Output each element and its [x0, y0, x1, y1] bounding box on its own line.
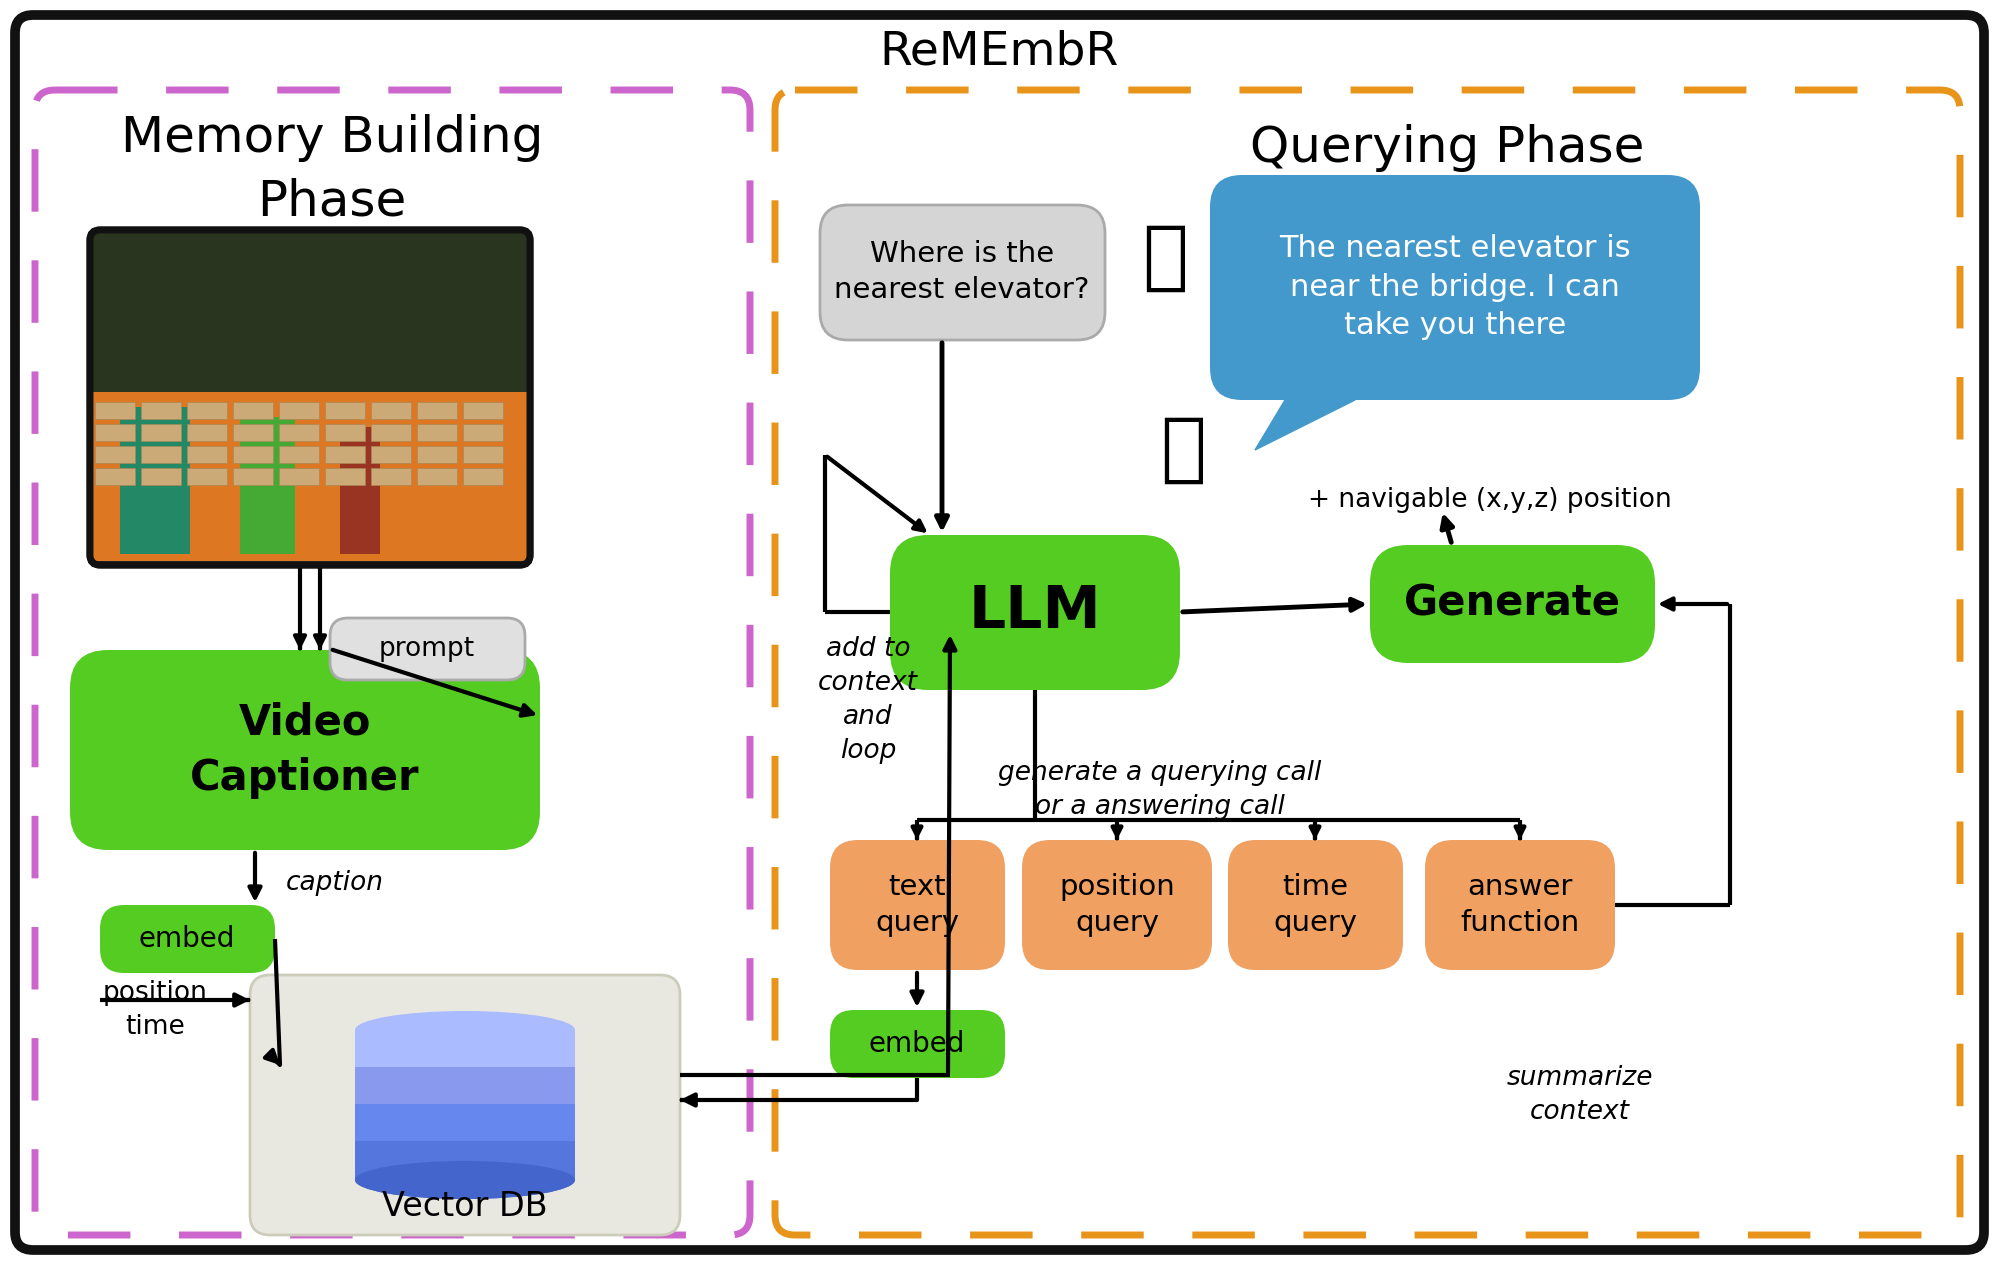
- FancyBboxPatch shape: [100, 904, 276, 973]
- Text: time
query: time query: [1273, 873, 1357, 937]
- Bar: [464, 447, 503, 463]
- Text: position
query: position query: [1059, 873, 1175, 937]
- Bar: [240, 417, 296, 554]
- Bar: [326, 447, 366, 463]
- Bar: [142, 424, 182, 441]
- Ellipse shape: [356, 1161, 575, 1199]
- FancyBboxPatch shape: [889, 535, 1179, 689]
- Bar: [356, 1104, 575, 1141]
- Bar: [188, 424, 228, 441]
- FancyBboxPatch shape: [819, 205, 1105, 340]
- Bar: [234, 402, 274, 419]
- Bar: [280, 468, 320, 484]
- Text: generate a querying call
or a answering call: generate a querying call or a answering …: [997, 760, 1321, 820]
- Bar: [142, 468, 182, 484]
- Bar: [340, 428, 380, 554]
- FancyBboxPatch shape: [36, 90, 749, 1235]
- Bar: [188, 468, 228, 484]
- Bar: [96, 447, 136, 463]
- FancyBboxPatch shape: [1425, 840, 1614, 970]
- Bar: [418, 447, 458, 463]
- Text: Vector DB: Vector DB: [382, 1190, 547, 1223]
- Bar: [142, 402, 182, 419]
- Text: + navigable (x,y,z) position: + navigable (x,y,z) position: [1307, 487, 1670, 514]
- Text: Video
Captioner: Video Captioner: [190, 701, 420, 798]
- Bar: [356, 1030, 575, 1180]
- Bar: [372, 447, 412, 463]
- FancyBboxPatch shape: [829, 840, 1005, 970]
- FancyBboxPatch shape: [90, 230, 529, 565]
- Bar: [356, 1066, 575, 1104]
- Bar: [188, 447, 228, 463]
- Text: Querying Phase: Querying Phase: [1249, 124, 1644, 172]
- Text: ReMEmbR: ReMEmbR: [879, 29, 1119, 75]
- Text: Where is the
nearest elevator?: Where is the nearest elevator?: [833, 239, 1089, 305]
- Bar: [96, 402, 136, 419]
- FancyBboxPatch shape: [16, 15, 1982, 1250]
- Polygon shape: [1255, 400, 1355, 450]
- Bar: [234, 447, 274, 463]
- Text: LLM: LLM: [969, 583, 1101, 640]
- Bar: [142, 447, 182, 463]
- FancyBboxPatch shape: [250, 975, 679, 1235]
- Bar: [326, 468, 366, 484]
- Text: prompt: prompt: [380, 636, 476, 662]
- FancyBboxPatch shape: [829, 1009, 1005, 1078]
- Bar: [418, 424, 458, 441]
- Bar: [464, 424, 503, 441]
- Bar: [280, 424, 320, 441]
- Bar: [96, 424, 136, 441]
- Bar: [372, 468, 412, 484]
- Text: Generate: Generate: [1403, 583, 1620, 625]
- FancyBboxPatch shape: [1227, 840, 1403, 970]
- FancyBboxPatch shape: [1369, 545, 1654, 663]
- Bar: [96, 468, 136, 484]
- Text: position
time: position time: [102, 980, 208, 1040]
- Bar: [464, 402, 503, 419]
- Ellipse shape: [356, 1161, 575, 1199]
- Bar: [356, 1030, 575, 1066]
- Text: The nearest elevator is
near the bridge. I can
take you there: The nearest elevator is near the bridge.…: [1279, 234, 1630, 340]
- Bar: [120, 407, 190, 554]
- FancyBboxPatch shape: [330, 619, 525, 681]
- Text: summarize
context: summarize context: [1506, 1065, 1652, 1125]
- FancyBboxPatch shape: [70, 650, 539, 850]
- Text: caption: caption: [286, 870, 384, 896]
- FancyBboxPatch shape: [1209, 175, 1698, 400]
- FancyBboxPatch shape: [775, 90, 1958, 1235]
- Bar: [372, 402, 412, 419]
- Bar: [464, 468, 503, 484]
- Bar: [280, 402, 320, 419]
- Bar: [326, 424, 366, 441]
- Text: add to
context
and
loop: add to context and loop: [817, 636, 917, 764]
- Bar: [94, 233, 527, 395]
- Bar: [188, 402, 228, 419]
- Bar: [372, 424, 412, 441]
- Bar: [326, 402, 366, 419]
- Text: Memory Building
Phase: Memory Building Phase: [120, 114, 543, 225]
- Bar: [356, 1141, 575, 1178]
- Bar: [234, 468, 274, 484]
- Ellipse shape: [356, 1011, 575, 1049]
- Bar: [234, 424, 274, 441]
- Bar: [94, 392, 527, 560]
- Text: 🤖: 🤖: [1159, 412, 1205, 487]
- Bar: [418, 468, 458, 484]
- Bar: [280, 447, 320, 463]
- Bar: [418, 402, 458, 419]
- FancyBboxPatch shape: [1021, 840, 1211, 970]
- Text: embed: embed: [869, 1030, 965, 1058]
- Text: embed: embed: [138, 925, 236, 953]
- Text: answer
function: answer function: [1461, 873, 1578, 937]
- Text: text
query: text query: [875, 873, 959, 937]
- Text: 🧑: 🧑: [1141, 221, 1187, 295]
